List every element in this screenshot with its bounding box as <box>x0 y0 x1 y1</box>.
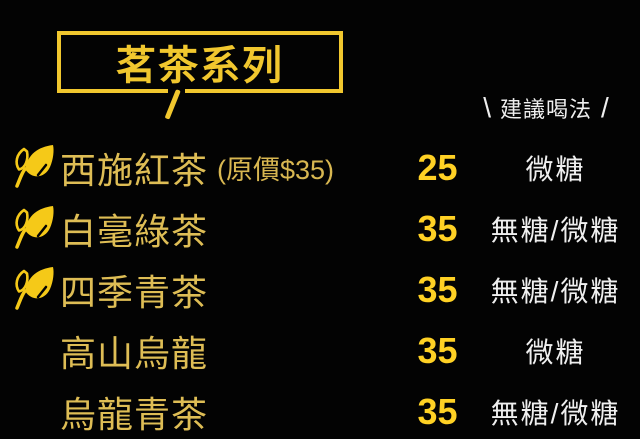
item-original-price-note: (原價$35) <box>217 155 335 185</box>
item-name: 四季青茶 <box>60 271 209 313</box>
item-name: 高山烏龍 <box>60 332 209 374</box>
suggestion-header-label: 建議喝法 <box>499 97 592 122</box>
right-slash-mark: / <box>601 92 609 123</box>
item-suggestion: 無糖/微糖 <box>490 275 621 307</box>
item-suggestion: 微糖 <box>525 336 586 368</box>
item-price: 25 <box>417 146 458 188</box>
menu-row: 四季青茶 35 無糖/微糖 <box>0 259 640 320</box>
menu-row: 白毫綠茶 35 無糖/微糖 <box>0 198 640 259</box>
item-price: 35 <box>417 207 458 249</box>
item-name: 烏龍青茶 <box>60 393 209 435</box>
item-price: 35 <box>417 390 458 432</box>
item-suggestion: 微糖 <box>525 153 586 185</box>
item-name: 西施紅茶 <box>60 149 209 191</box>
tea-leaf-icon <box>8 141 56 189</box>
item-name: 白毫綠茶 <box>60 210 209 252</box>
tea-leaf-icon <box>8 263 56 311</box>
item-suggestion: 無糖/微糖 <box>490 214 621 246</box>
series-title-box: 茗茶系列 <box>57 31 343 93</box>
menu-row: 高山烏龍 35 微糖 <box>0 320 640 381</box>
menu-list: 西施紅茶 (原價$35) 25 微糖 白毫綠茶 35 無糖/微糖 <box>0 137 640 439</box>
menu-row: 烏龍青茶 35 無糖/微糖 <box>0 381 640 439</box>
series-title: 茗茶系列 <box>116 44 284 88</box>
suggestion-column-header: \ 建議喝法 / <box>466 92 626 124</box>
item-price: 35 <box>417 268 458 310</box>
item-price: 35 <box>417 329 458 371</box>
menu-row: 西施紅茶 (原價$35) 25 微糖 <box>0 137 640 198</box>
tea-leaf-icon <box>8 202 56 250</box>
left-slash-mark: \ <box>483 92 491 123</box>
item-suggestion: 無糖/微糖 <box>490 397 621 429</box>
